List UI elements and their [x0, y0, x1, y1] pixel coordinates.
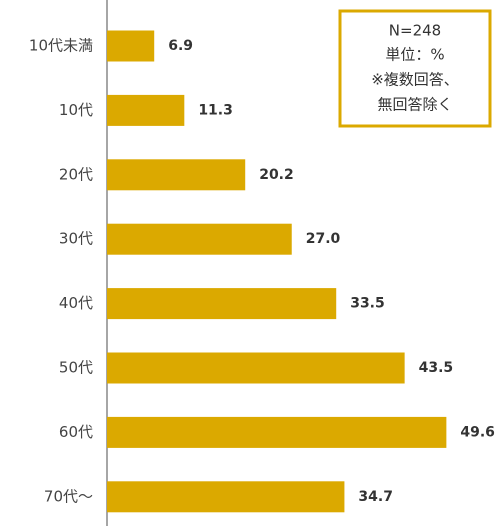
value-label: 49.6 [460, 424, 495, 440]
annotation: N=248 [389, 22, 441, 40]
category-label: 30代 [59, 230, 93, 248]
value-label: 20.2 [259, 167, 294, 183]
value-label: 34.7 [358, 489, 393, 505]
bar [107, 30, 155, 62]
annotation: 無回答除く [377, 96, 452, 114]
category-label: 40代 [59, 294, 93, 312]
value-label: 11.3 [198, 102, 233, 118]
bar [107, 416, 447, 448]
value-label: 33.5 [350, 296, 385, 312]
category-label: 10代未満 [29, 37, 93, 55]
value-label: 27.0 [306, 231, 341, 247]
bar [107, 223, 292, 255]
bar [107, 94, 185, 126]
bar [107, 288, 337, 320]
category-label: 20代 [59, 165, 93, 183]
bar [107, 159, 246, 191]
annotation: ※複数回答、 [371, 71, 459, 89]
annotation: 単位：% [385, 46, 444, 64]
value-label: 43.5 [419, 360, 454, 376]
annotation-box [338, 9, 492, 128]
bar [107, 352, 405, 384]
category-label: 10代 [59, 101, 93, 119]
value-label: 6.9 [168, 38, 193, 54]
category-label: 60代 [59, 423, 93, 441]
category-label: 50代 [59, 359, 93, 377]
bar [107, 481, 345, 513]
category-label: 70代〜 [44, 487, 93, 505]
